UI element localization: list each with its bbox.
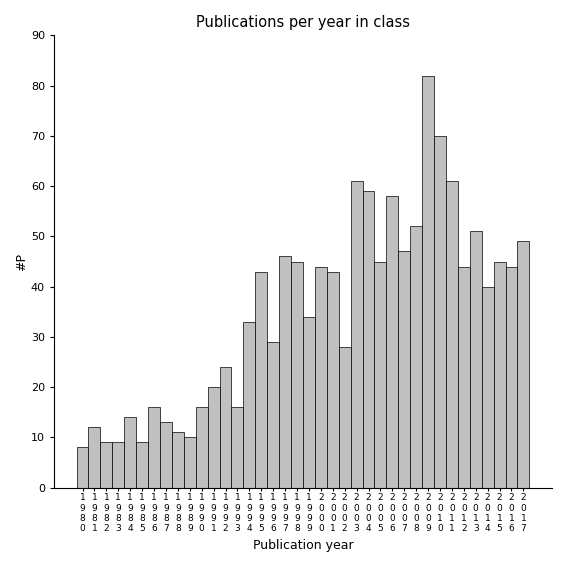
Bar bbox=[112, 442, 124, 488]
Bar bbox=[208, 387, 219, 488]
Bar bbox=[518, 242, 530, 488]
Bar bbox=[184, 437, 196, 488]
Bar bbox=[160, 422, 172, 488]
Bar bbox=[136, 442, 148, 488]
Title: Publications per year in class: Publications per year in class bbox=[196, 15, 410, 30]
X-axis label: Publication year: Publication year bbox=[253, 539, 353, 552]
Bar bbox=[100, 442, 112, 488]
Bar bbox=[482, 287, 494, 488]
Bar bbox=[470, 231, 482, 488]
Bar bbox=[148, 407, 160, 488]
Bar bbox=[267, 342, 279, 488]
Bar bbox=[422, 75, 434, 488]
Bar bbox=[338, 347, 350, 488]
Bar bbox=[494, 261, 506, 488]
Bar bbox=[386, 196, 398, 488]
Bar bbox=[410, 226, 422, 488]
Bar bbox=[506, 266, 518, 488]
Bar bbox=[362, 191, 374, 488]
Bar bbox=[124, 417, 136, 488]
Bar bbox=[196, 407, 208, 488]
Bar bbox=[374, 261, 386, 488]
Bar bbox=[172, 433, 184, 488]
Bar bbox=[291, 261, 303, 488]
Bar bbox=[219, 367, 231, 488]
Bar bbox=[434, 136, 446, 488]
Bar bbox=[315, 266, 327, 488]
Bar bbox=[446, 181, 458, 488]
Bar bbox=[279, 256, 291, 488]
Bar bbox=[398, 251, 410, 488]
Bar bbox=[458, 266, 470, 488]
Bar bbox=[231, 407, 243, 488]
Bar bbox=[88, 428, 100, 488]
Bar bbox=[255, 272, 267, 488]
Y-axis label: #P: #P bbox=[15, 252, 28, 270]
Bar bbox=[243, 322, 255, 488]
Bar bbox=[77, 447, 88, 488]
Bar bbox=[327, 272, 338, 488]
Bar bbox=[303, 317, 315, 488]
Bar bbox=[350, 181, 362, 488]
